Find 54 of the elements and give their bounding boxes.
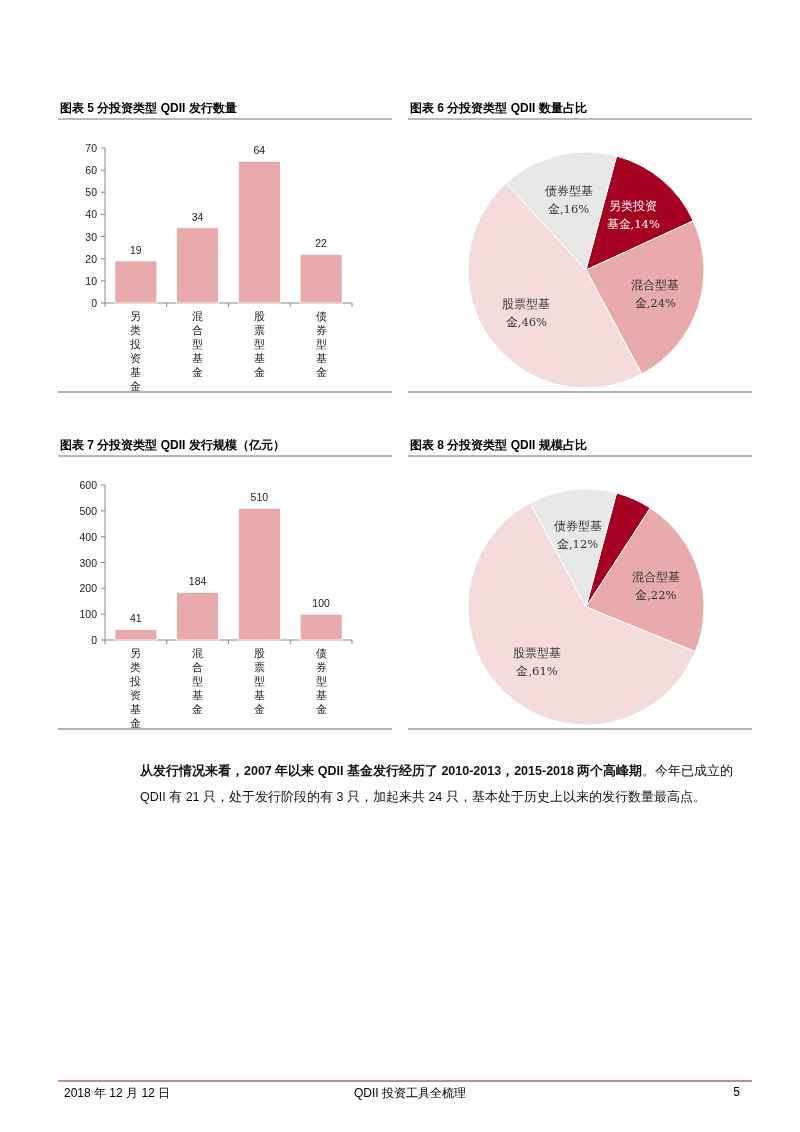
y-tick-label: 300 bbox=[79, 556, 98, 569]
x-tick-label: 混合型基金 bbox=[191, 310, 204, 380]
bar bbox=[299, 253, 343, 304]
text: 5 bbox=[733, 1085, 740, 1099]
bar bbox=[176, 227, 220, 304]
bar bbox=[299, 613, 343, 641]
slice-label: 股票型基金,61% bbox=[513, 646, 562, 679]
y-tick-label: 30 bbox=[85, 230, 98, 243]
x-tick-label: 股票型基金 bbox=[253, 310, 266, 380]
slice-label: 债券型基金,16% bbox=[544, 183, 593, 216]
bar bbox=[237, 160, 281, 304]
x-tick-label: 债券型基金 bbox=[315, 647, 328, 717]
data-label: 22 bbox=[315, 237, 328, 250]
x-tick-label: 混合型基金 bbox=[191, 647, 204, 717]
x-tick-label: 另类投资基金 bbox=[129, 647, 142, 731]
data-label: 510 bbox=[250, 491, 269, 504]
data-label: 100 bbox=[312, 597, 331, 610]
slice-label: 股票型基金,46% bbox=[502, 297, 551, 330]
text: 从发行情况来看，2007 年以来 QDII 基金发行经历了 2010-2013，2015-2018 两个高峰期。今年已成立的 QDII 有 21 只，处于发行阶段的有 3 只，加起来共 24 只，基本处于历史上以来的发行数量最高点。 bbox=[140, 762, 735, 806]
y-tick-label: 60 bbox=[85, 164, 98, 177]
y-tick-label: 50 bbox=[85, 186, 98, 199]
slice-label: 另类投资基金,14% bbox=[606, 199, 660, 232]
data-label: 64 bbox=[253, 144, 266, 157]
data-label: 19 bbox=[130, 243, 142, 256]
x-tick-label: 债券型基金 bbox=[315, 310, 328, 380]
y-tick-label: 100 bbox=[79, 608, 98, 621]
data-label: 41 bbox=[130, 612, 142, 625]
data-label: 184 bbox=[188, 575, 207, 588]
y-tick-label: 500 bbox=[79, 504, 98, 517]
y-tick-label: 600 bbox=[79, 479, 98, 491]
chart-title: 图表 7 分投资类型 QDII 发行规模（亿元） bbox=[60, 437, 285, 454]
y-tick-label: 0 bbox=[91, 634, 98, 646]
chart-title: 图表 6 分投资类型 QDII 数量占比 bbox=[410, 100, 587, 117]
y-tick-label: 10 bbox=[85, 274, 98, 287]
y-tick-label: 20 bbox=[85, 252, 98, 265]
bar bbox=[114, 260, 158, 304]
y-tick-label: 0 bbox=[91, 297, 98, 309]
slice-label: 混合型基金,22% bbox=[631, 570, 680, 603]
bar bbox=[237, 507, 281, 641]
x-tick-label: 另类投资基金 bbox=[129, 310, 142, 394]
y-tick-label: 70 bbox=[85, 142, 98, 154]
data-label: 34 bbox=[191, 210, 204, 223]
slice-label: 混合型基金,24% bbox=[631, 278, 680, 311]
text: 2018 年 12 月 12 日 bbox=[64, 1085, 171, 1102]
x-tick-label: 股票型基金 bbox=[253, 647, 266, 717]
y-tick-label: 40 bbox=[85, 208, 98, 221]
chart-title: 图表 5 分投资类型 QDII 发行数量 bbox=[60, 100, 237, 117]
y-tick-label: 200 bbox=[79, 582, 98, 595]
slice-label: 债券型基金,12% bbox=[553, 519, 602, 552]
text: QDII 投资工具全梳理 bbox=[353, 1085, 467, 1102]
bar bbox=[176, 592, 220, 641]
y-tick-label: 400 bbox=[79, 530, 98, 543]
bar bbox=[114, 629, 158, 641]
chart-title: 图表 8 分投资类型 QDII 规模占比 bbox=[410, 437, 587, 454]
